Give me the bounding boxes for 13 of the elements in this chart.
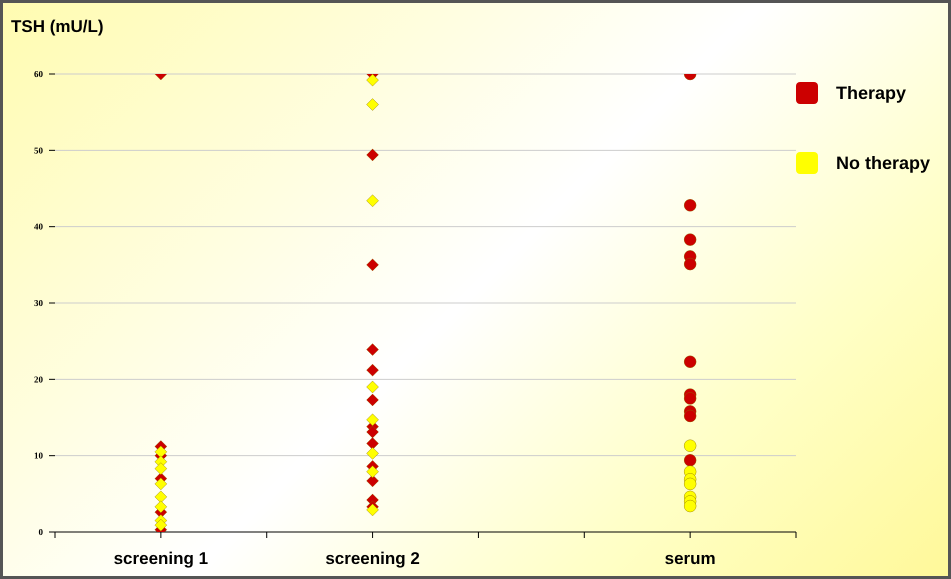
x-tick-label: screening 1 (114, 549, 208, 568)
y-tick-label: 60 (34, 69, 44, 79)
x-tick-label: serum (664, 549, 716, 568)
y-tick-label: 50 (34, 145, 44, 156)
y-tick-label: 10 (34, 450, 44, 461)
y-tick-label: 40 (34, 222, 44, 232)
legend-label: Therapy (836, 82, 906, 104)
x-tick-label: screening 2 (325, 549, 420, 568)
y-axis-title: TSH (mU/L) (11, 17, 104, 37)
y-tick-label: 30 (34, 298, 44, 308)
legend-label: No therapy (836, 152, 930, 174)
y-tick-label: 0 (38, 527, 44, 537)
y-tick-label: 20 (34, 374, 44, 384)
